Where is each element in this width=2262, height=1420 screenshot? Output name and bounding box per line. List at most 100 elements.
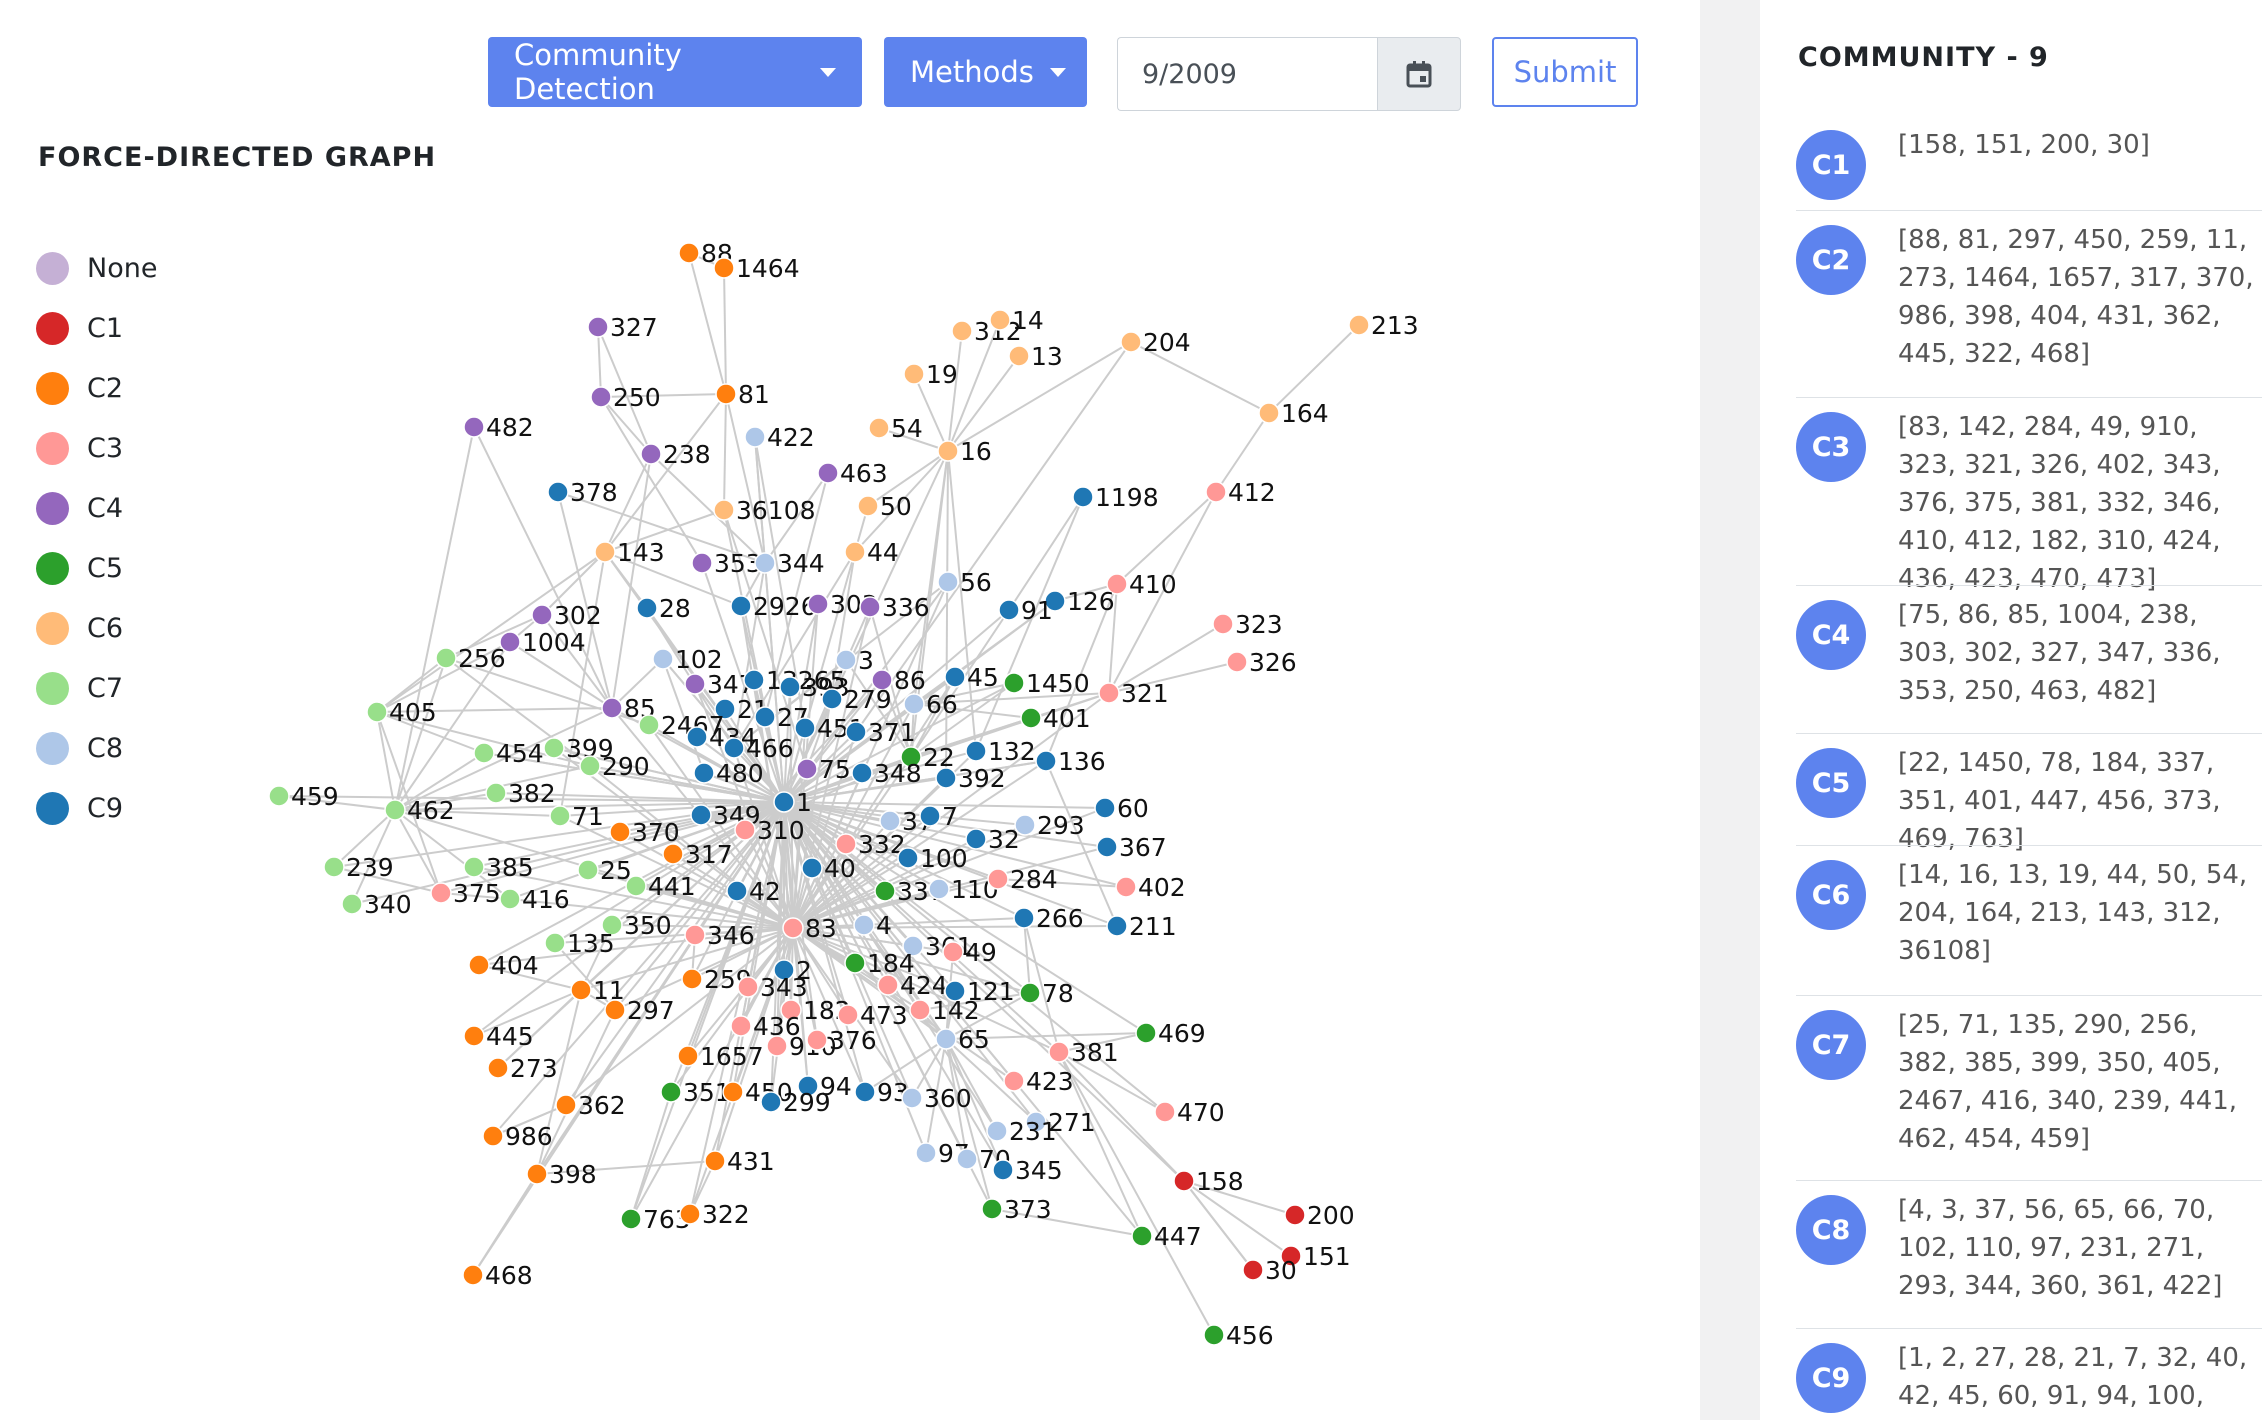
graph-node[interactable]: 91 <box>998 596 1053 625</box>
node-circle[interactable] <box>1035 750 1057 772</box>
node-circle[interactable] <box>965 740 987 762</box>
node-circle[interactable] <box>714 698 736 720</box>
node-circle[interactable] <box>722 1081 744 1103</box>
node-circle[interactable] <box>463 416 485 438</box>
graph-node[interactable]: 470 <box>1154 1098 1225 1127</box>
graph-node[interactable]: 256 <box>435 644 506 673</box>
graph-node[interactable]: 204 <box>1120 328 1191 357</box>
node-circle[interactable] <box>662 843 684 865</box>
node-circle[interactable] <box>998 599 1020 621</box>
graph-node[interactable]: 375 <box>430 879 501 908</box>
node-circle[interactable] <box>877 974 899 996</box>
graph-node[interactable]: 456 <box>1203 1321 1274 1350</box>
node-circle[interactable] <box>744 426 766 448</box>
node-circle[interactable] <box>796 758 818 780</box>
node-circle[interactable] <box>679 1203 701 1225</box>
node-circle[interactable] <box>715 383 737 405</box>
graph-node[interactable]: 2 <box>773 956 812 985</box>
node-circle[interactable] <box>773 959 795 981</box>
node-circle[interactable] <box>652 648 674 670</box>
node-circle[interactable] <box>1115 876 1137 898</box>
node-circle[interactable] <box>677 1045 699 1067</box>
graph-node[interactable]: 3 <box>835 646 874 675</box>
graph-node[interactable]: 353 <box>691 549 762 578</box>
node-circle[interactable] <box>1003 672 1025 694</box>
graph-node[interactable]: 360 <box>901 1084 972 1113</box>
graph-node[interactable]: 423 <box>1003 1067 1074 1096</box>
graph-node[interactable]: 100 <box>897 844 968 873</box>
node-circle[interactable] <box>684 924 706 946</box>
node-circle[interactable] <box>1120 331 1142 353</box>
node-circle[interactable] <box>801 857 823 879</box>
graph-node[interactable]: 371 <box>845 718 916 747</box>
node-circle[interactable] <box>760 1091 782 1113</box>
node-circle[interactable] <box>989 309 1011 331</box>
graph-node[interactable]: 238 <box>640 440 711 469</box>
graph-node[interactable]: 44 <box>844 538 899 567</box>
graph-node[interactable]: 42 <box>726 877 781 906</box>
graph-node[interactable]: 326 <box>1226 648 1297 677</box>
graph-node[interactable]: 376 <box>806 1026 877 1055</box>
node-circle[interactable] <box>638 714 660 736</box>
graph-node[interactable]: 385 <box>463 853 534 882</box>
graph-node[interactable]: 405 <box>366 698 437 727</box>
calendar-button[interactable] <box>1377 37 1461 111</box>
node-circle[interactable] <box>681 968 703 990</box>
node-circle[interactable] <box>853 914 875 936</box>
graph-node[interactable]: 986 <box>482 1122 553 1151</box>
node-circle[interactable] <box>986 1120 1008 1142</box>
graph-node[interactable]: 410 <box>1106 570 1177 599</box>
node-circle[interactable] <box>543 737 565 759</box>
node-circle[interactable] <box>463 856 485 878</box>
graph-node[interactable]: 86 <box>871 666 926 695</box>
graph-node[interactable]: 346 <box>684 921 755 950</box>
node-circle[interactable] <box>821 688 843 710</box>
node-circle[interactable] <box>1096 836 1118 858</box>
node-circle[interactable] <box>1106 573 1128 595</box>
node-circle[interactable] <box>531 604 553 626</box>
graph-node[interactable]: 279 <box>821 685 892 714</box>
node-circle[interactable] <box>779 676 801 698</box>
node-circle[interactable] <box>547 481 569 503</box>
node-circle[interactable] <box>1098 682 1120 704</box>
node-circle[interactable] <box>944 980 966 1002</box>
node-circle[interactable] <box>577 859 599 881</box>
graph-node[interactable]: 143 <box>594 538 665 567</box>
graph-node[interactable]: 1 <box>773 788 812 817</box>
node-circle[interactable] <box>1014 814 1036 836</box>
graph-node[interactable]: 56 <box>937 568 992 597</box>
graph-node[interactable]: 136 <box>1035 747 1106 776</box>
node-circle[interactable] <box>844 541 866 563</box>
node-circle[interactable] <box>845 721 867 743</box>
graph-node[interactable]: 50 <box>857 492 912 521</box>
graph-node[interactable]: 36108 <box>713 496 816 525</box>
graph-node[interactable]: 381 <box>1048 1038 1119 1067</box>
graph-node[interactable]: 28 <box>636 594 691 623</box>
node-circle[interactable] <box>935 767 957 789</box>
node-circle[interactable] <box>1131 1225 1153 1247</box>
graph-node[interactable]: 416 <box>499 885 570 914</box>
graph-node[interactable]: 40 <box>801 854 856 883</box>
node-circle[interactable] <box>937 440 959 462</box>
graph-node[interactable]: 13 <box>1008 342 1063 371</box>
graph-node[interactable]: 382 <box>485 779 556 808</box>
node-circle[interactable] <box>485 782 507 804</box>
graph-node[interactable]: 351 <box>660 1078 731 1107</box>
graph-node[interactable]: 323 <box>1212 610 1283 639</box>
node-circle[interactable] <box>859 596 881 618</box>
graph-node[interactable]: 78 <box>1019 979 1074 1008</box>
graph-node[interactable]: 327 <box>587 313 658 342</box>
graph-node[interactable]: 132 <box>965 737 1036 766</box>
graph-node[interactable]: 348 <box>851 759 922 788</box>
node-circle[interactable] <box>601 697 623 719</box>
node-circle[interactable] <box>1044 590 1066 612</box>
node-circle[interactable] <box>773 791 795 813</box>
graph-node[interactable]: 60 <box>1094 794 1149 823</box>
node-circle[interactable] <box>835 833 857 855</box>
graph-node[interactable]: 344 <box>754 549 825 578</box>
graph-node[interactable]: 404 <box>468 951 539 980</box>
graph-node[interactable]: 763 <box>620 1205 691 1234</box>
node-circle[interactable] <box>678 242 700 264</box>
node-circle[interactable] <box>684 673 706 695</box>
node-circle[interactable] <box>879 810 901 832</box>
